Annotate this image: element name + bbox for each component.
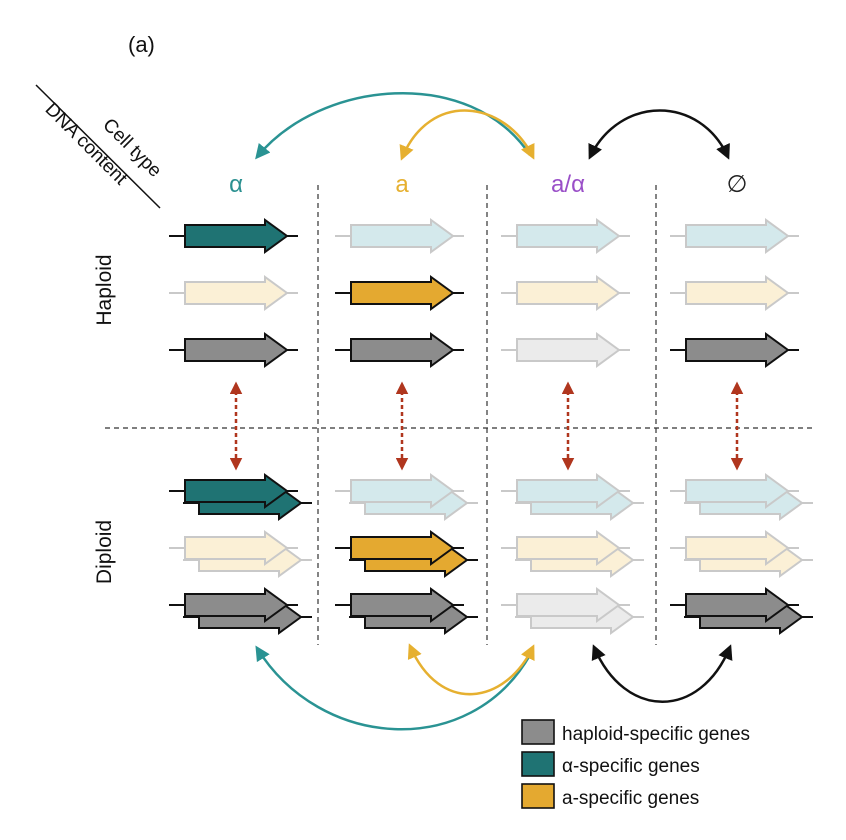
gene-arrow-a_alpha-haploid-haploid_specific	[501, 332, 630, 368]
gene-arrow-a_alpha-diploid-a_specific-copy1	[501, 530, 630, 566]
gene-arrow-a-haploid-haploid_specific	[335, 332, 464, 368]
gene-arrow-a_alpha-haploid-alpha_specific	[501, 218, 630, 254]
ploidy-arrows	[229, 381, 744, 471]
gene-arrow-alpha-diploid-a_specific-copy1	[169, 530, 298, 566]
grid-lines	[105, 185, 812, 645]
column-header-null: ∅	[727, 171, 748, 198]
gene-arrow-a-diploid-alpha_specific-copy1	[335, 473, 464, 509]
gold-transition-arrow-bottom	[407, 643, 535, 696]
gene-arrow-null-haploid-alpha_specific	[670, 218, 799, 254]
legend-label-haploid: haploid-specific genes	[562, 724, 750, 745]
row-header-diploid: Diploid	[93, 520, 116, 584]
gene-arrow-alpha-diploid-haploid_specific-copy1	[169, 587, 298, 623]
row-header-haploid: Haploid	[93, 254, 116, 325]
gene-arrow-null-diploid-alpha_specific-copy1	[670, 473, 799, 509]
legend-label-a: a-specific genes	[562, 788, 699, 809]
panel-label: (a)	[128, 32, 155, 57]
gene-arrow-a_alpha-diploid-haploid_specific-copy1	[501, 587, 630, 623]
black-transition-arrow-bottom	[591, 644, 733, 703]
gene-arrow-null-diploid-a_specific-copy1	[670, 530, 799, 566]
black-transition-arrow-top	[588, 109, 730, 160]
gene-arrow-a_alpha-diploid-alpha_specific-copy1	[501, 473, 630, 509]
gene-arrows	[169, 218, 813, 635]
corner-header: Cell type DNA content	[35, 84, 165, 209]
gene-arrow-a_alpha-haploid-a_specific	[501, 275, 630, 311]
column-header-a-alpha: a/α	[551, 171, 585, 198]
gene-arrow-a-haploid-alpha_specific	[335, 218, 464, 254]
gene-arrow-null-diploid-haploid_specific-copy1	[670, 587, 799, 623]
gold-transition-arrow-top	[399, 109, 535, 161]
legend-swatch-alpha	[521, 751, 555, 777]
legend-swatch-haploid	[521, 719, 555, 745]
column-header-alpha: α	[229, 171, 243, 198]
teal-transition-arrow-bottom	[255, 645, 532, 731]
legend-swatch-a	[521, 783, 555, 809]
gene-arrow-null-haploid-haploid_specific	[670, 332, 799, 368]
corner-divider	[35, 84, 161, 209]
gene-arrow-a-diploid-a_specific-copy1	[335, 530, 464, 566]
legend-label-alpha: α-specific genes	[562, 756, 700, 777]
gene-arrow-alpha-haploid-alpha_specific	[169, 218, 298, 254]
gene-arrow-a-diploid-haploid_specific-copy1	[335, 587, 464, 623]
teal-transition-arrow-top	[255, 91, 532, 160]
gene-arrow-alpha-haploid-haploid_specific	[169, 332, 298, 368]
column-header-a: a	[395, 171, 409, 198]
gene-arrow-alpha-haploid-a_specific	[169, 275, 298, 311]
legend: haploid-specific genes α-specific genes …	[521, 719, 750, 809]
gene-arrow-alpha-diploid-alpha_specific-copy1	[169, 473, 298, 509]
gene-arrow-null-haploid-a_specific	[670, 275, 799, 311]
gene-arrow-a-haploid-a_specific	[335, 275, 464, 311]
